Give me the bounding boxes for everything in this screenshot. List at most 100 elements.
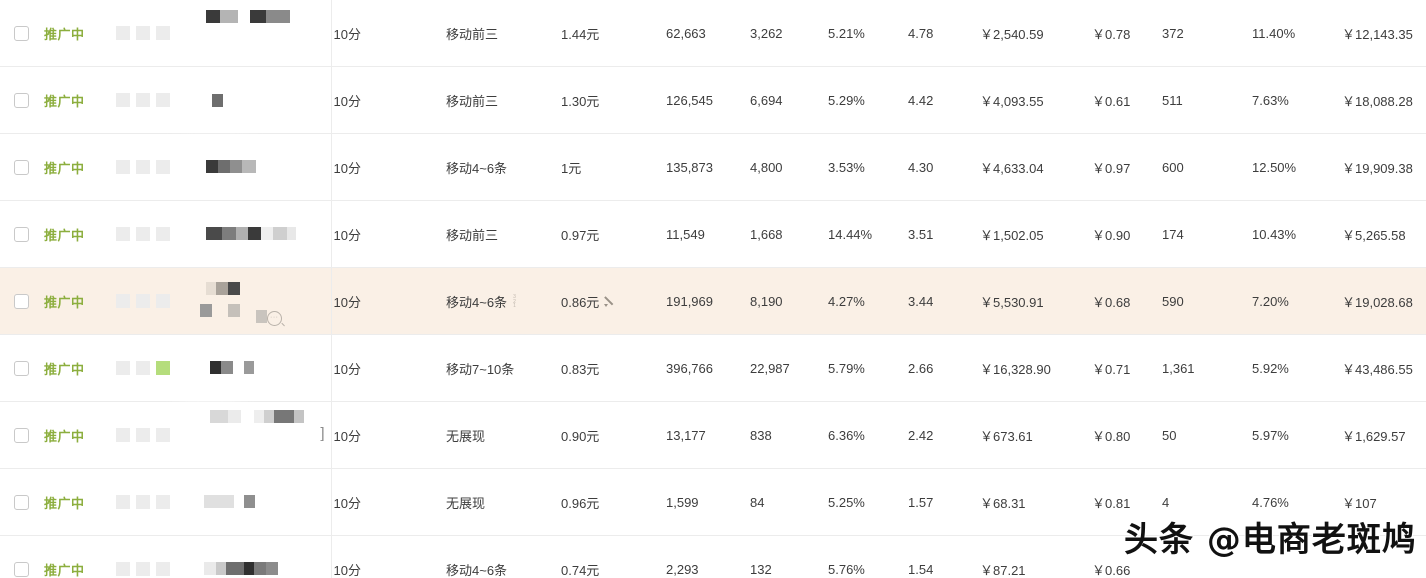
ctr-cell: 5.29% <box>826 66 906 134</box>
checkbox-icon[interactable] <box>13 427 29 443</box>
rank-position-cell: 移动前三 <box>444 66 559 134</box>
redacted-text-block <box>206 10 290 23</box>
ppc-index-cell: 4.42 <box>906 66 978 134</box>
row-select-cell[interactable] <box>0 334 42 402</box>
tags-cell <box>114 133 182 201</box>
row-checkbox-wrap[interactable] <box>0 25 42 41</box>
bid-price-cell[interactable]: 1.30元 <box>559 66 664 134</box>
ppc-index-cell: 1.57 <box>906 468 978 536</box>
impressions-cell: 11,549 <box>664 200 748 268</box>
bid-price-cell[interactable]: 1.44元 <box>559 0 664 67</box>
keyword-name-cell[interactable]: ] <box>182 401 331 469</box>
tag-group <box>114 294 182 308</box>
row-checkbox-wrap[interactable] <box>0 561 42 577</box>
impressions-cell: 135,873 <box>664 133 748 201</box>
checkbox-icon[interactable] <box>13 561 29 577</box>
magnifier-icon[interactable]: ··· <box>267 311 282 326</box>
table-row[interactable]: 推广中 10分 移动前三 1.44元 62,663 3,262 5.21% 4.78 ￥2,54… <box>0 0 1426 67</box>
checkbox-icon[interactable] <box>13 25 29 41</box>
row-checkbox-wrap[interactable] <box>0 226 42 242</box>
rank-position-label: 移动4~6条 <box>446 562 508 578</box>
keyword-name-cell[interactable] <box>182 200 331 268</box>
bid-price-cell[interactable]: 0.96元 <box>559 468 664 536</box>
row-select-cell[interactable] <box>0 0 42 67</box>
table-row[interactable]: 推广中 10分 移动前三 0.97元 11,549 1,668 14.44% 3.51 ￥1,5… <box>0 200 1426 268</box>
table-row[interactable]: 推广中] 10分 无展现 0.90元 13,177 838 6.36% 2.42 ￥673.61… <box>0 401 1426 469</box>
checkbox-icon[interactable] <box>13 494 29 510</box>
row-checkbox-wrap[interactable] <box>0 494 42 510</box>
keyword-name-cell[interactable]: ··· <box>182 267 331 335</box>
ctr-cell: 6.36% <box>826 401 906 469</box>
row-checkbox-wrap[interactable] <box>0 293 42 309</box>
status-cell: 推广中 <box>42 401 114 469</box>
ppc-index-cell: 2.42 <box>906 401 978 469</box>
tag-group <box>114 26 182 40</box>
row-select-cell[interactable] <box>0 66 42 134</box>
ctr-cell: 3.53% <box>826 133 906 201</box>
checkbox-icon[interactable] <box>13 360 29 376</box>
table-row[interactable]: 推广中 10分 移动7~10条 0.83元 396,766 22,987 5.79% 2.66… <box>0 334 1426 402</box>
clicks-cell: 6,694 <box>748 66 826 134</box>
bid-price-cell[interactable]: 0.74元 <box>559 535 664 578</box>
cart-count-cell: 511 <box>1160 66 1250 134</box>
quality-score-cell: 10分 <box>330 133 444 201</box>
cpc-cell: ￥0.78 <box>1090 0 1160 67</box>
keyword-name-cell[interactable] <box>182 535 331 578</box>
table-row[interactable]: 推广中 10分 移动4~6条 1元 135,873 4,800 3.53% 4.30 ￥4,63… <box>0 133 1426 201</box>
redacted-tag-square <box>116 93 130 107</box>
redacted-tag-square <box>156 160 170 174</box>
redacted-tag-square <box>136 428 150 442</box>
table-row[interactable]: 推广中 10分 移动4~6条 0.74元 2,293 132 5.76% 1.54 ￥87.21… <box>0 535 1426 578</box>
cpc-cell: ￥0.66 <box>1090 535 1160 578</box>
row-checkbox-wrap[interactable] <box>0 427 42 443</box>
cart-count-cell: 4 <box>1160 468 1250 536</box>
cart-count-cell: 1,361 <box>1160 334 1250 402</box>
status-cell: 推广中 <box>42 334 114 402</box>
bid-price-label: 0.96元 <box>561 495 600 511</box>
impressions-cell: 191,969 <box>664 267 748 335</box>
row-select-cell[interactable] <box>0 133 42 201</box>
ppc-index-cell: 3.51 <box>906 200 978 268</box>
row-checkbox-wrap[interactable] <box>0 92 42 108</box>
cpc-cell: ￥0.97 <box>1090 133 1160 201</box>
row-select-cell[interactable] <box>0 468 42 536</box>
row-select-cell[interactable] <box>0 267 42 335</box>
keyword-name-cell[interactable] <box>182 66 331 134</box>
table-row[interactable]: 推广中 10分 移动前三 1.30元 126,545 6,694 5.29% 4.42 ￥4,0… <box>0 66 1426 134</box>
bid-price-cell[interactable]: 0.83元 <box>559 334 664 402</box>
rank-position-label: 移动前三 <box>446 227 499 243</box>
table-row[interactable]: 推广中 ··· 10分 移动4~6条 3 2 1 0.86元 191,969 8,190 4.27%… <box>0 267 1426 335</box>
rank-position-cell: 移动前三 <box>444 0 559 67</box>
checkbox-icon[interactable] <box>13 92 29 108</box>
row-checkbox-wrap[interactable] <box>0 159 42 175</box>
row-select-cell[interactable] <box>0 200 42 268</box>
bid-price-cell[interactable]: 0.86元 <box>559 267 664 335</box>
impressions-cell: 1,599 <box>664 468 748 536</box>
bid-price-cell[interactable]: 0.97元 <box>559 200 664 268</box>
redacted-tag-square <box>136 495 150 509</box>
table-row[interactable]: 推广中 10分 无展现 0.96元 1,599 84 5.25% 1.57 ￥68.31 ￥0.8… <box>0 468 1426 536</box>
redacted-tag-square <box>156 428 170 442</box>
checkbox-icon[interactable] <box>13 159 29 175</box>
keyword-name-cell[interactable] <box>182 133 331 201</box>
checkbox-icon[interactable] <box>13 226 29 242</box>
redacted-tag-square <box>156 26 170 40</box>
row-select-cell[interactable] <box>0 401 42 469</box>
ppc-index-cell: 2.66 <box>906 334 978 402</box>
bid-price-cell[interactable]: 1元 <box>559 133 664 201</box>
edit-pencil-icon[interactable] <box>604 295 616 307</box>
keyword-name-cell[interactable] <box>182 0 331 67</box>
quality-score-cell: 10分 <box>330 0 444 67</box>
rank-position-label: 无展现 <box>446 428 486 444</box>
checkbox-icon[interactable] <box>13 293 29 309</box>
keyword-name-cell[interactable] <box>182 468 331 536</box>
row-checkbox-wrap[interactable] <box>0 360 42 376</box>
keyword-name-cell[interactable] <box>182 334 331 402</box>
row-select-cell[interactable] <box>0 535 42 578</box>
redacted-text-block <box>204 562 278 575</box>
rank-position-label: 移动前三 <box>446 93 499 109</box>
bid-price-cell[interactable]: 0.90元 <box>559 401 664 469</box>
rank-position-cell: 无展现 <box>444 401 559 469</box>
transaction-amount-cell: ￥19,909.38 <box>1340 133 1426 201</box>
